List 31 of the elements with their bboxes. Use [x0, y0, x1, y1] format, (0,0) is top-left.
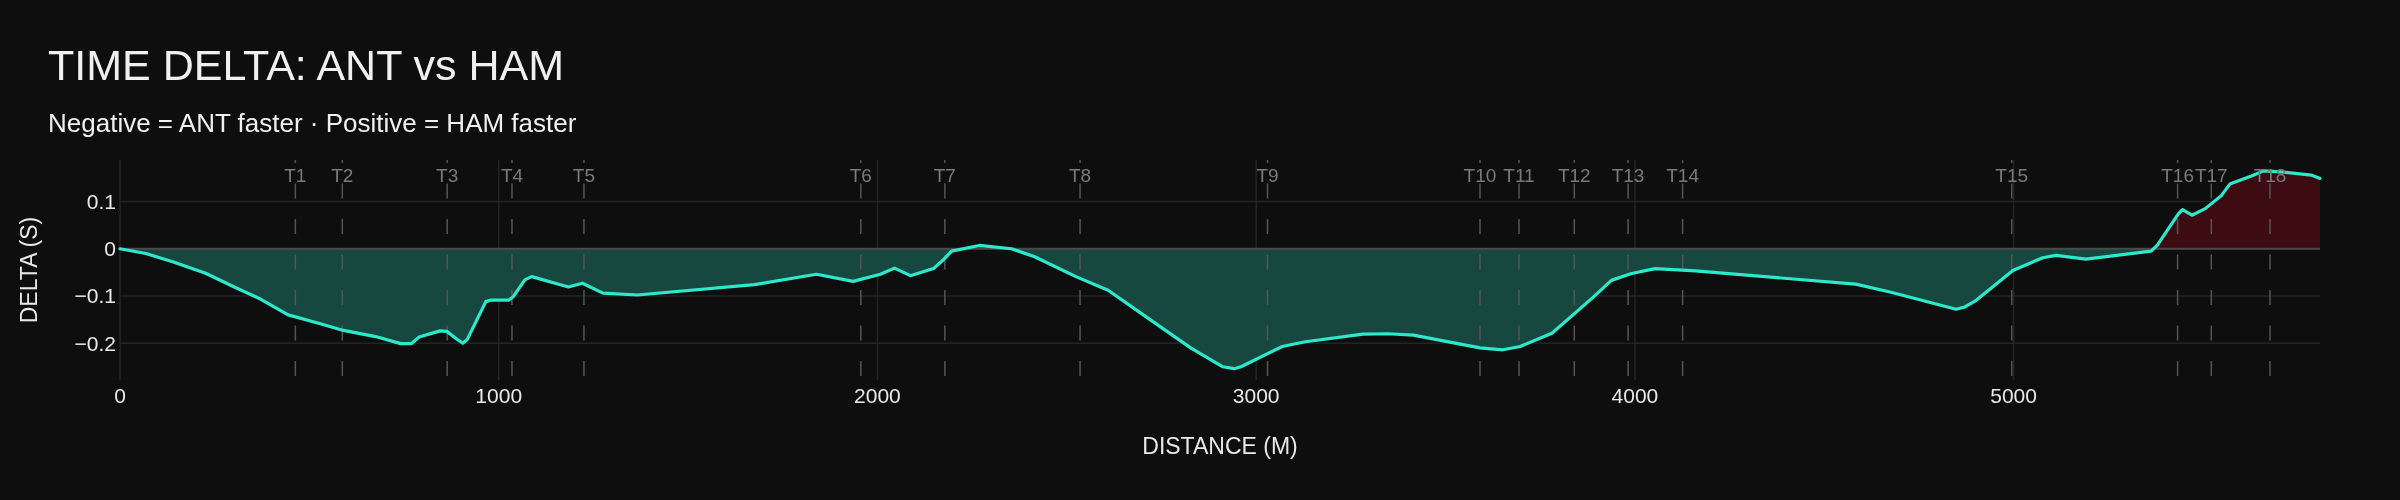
ref-line-label: T11 — [1503, 164, 1535, 186]
ref-line-label: T8 — [1068, 164, 1092, 186]
ref-line-label: T3 — [436, 164, 459, 186]
chart-title: TIME DELTA: ANT vs HAM — [48, 41, 565, 89]
ref-line-label: T6 — [849, 164, 872, 186]
line-series — [118, 169, 2322, 371]
x-tick-label: 3000 — [1232, 384, 1280, 408]
ref-line-label: T1 — [284, 164, 307, 186]
x-axis-title: DISTANCE (M) — [1142, 433, 1298, 460]
y-tick-label: −0.2 — [74, 331, 116, 355]
ref-line-label: T12 — [1557, 164, 1591, 186]
chart-subtitle: Negative = ANT faster · Positive = HAM faster — [48, 108, 577, 138]
ref-line-label: T15 — [1995, 164, 2029, 186]
y-tick-label: −0.1 — [74, 284, 116, 308]
y-tick-label: 0.1 — [86, 189, 116, 213]
y-axis-title: DELTA (S) — [16, 216, 43, 324]
ref-line-label: T13 — [1611, 164, 1645, 186]
x-tick-label: 1000 — [475, 384, 523, 408]
ref-line-label: T16 — [2161, 164, 2194, 186]
ref-line-label: T7 — [933, 164, 956, 186]
ref-line-label: T14 — [1666, 164, 1700, 186]
y-tick-label: 0 — [104, 237, 116, 261]
ref-line-label: T4 — [500, 164, 524, 186]
ref-line-label: T9 — [1256, 164, 1279, 186]
ref-line-label: T10 — [1463, 164, 1497, 186]
x-tick-label: 4000 — [1611, 384, 1659, 408]
ref-line-label: T17 — [2194, 164, 2228, 186]
ref-line-label: T2 — [331, 164, 354, 186]
x-tick-label: 2000 — [854, 384, 901, 408]
x-tick-label: 5000 — [1990, 384, 2037, 408]
ref-line-label: T5 — [572, 164, 596, 186]
